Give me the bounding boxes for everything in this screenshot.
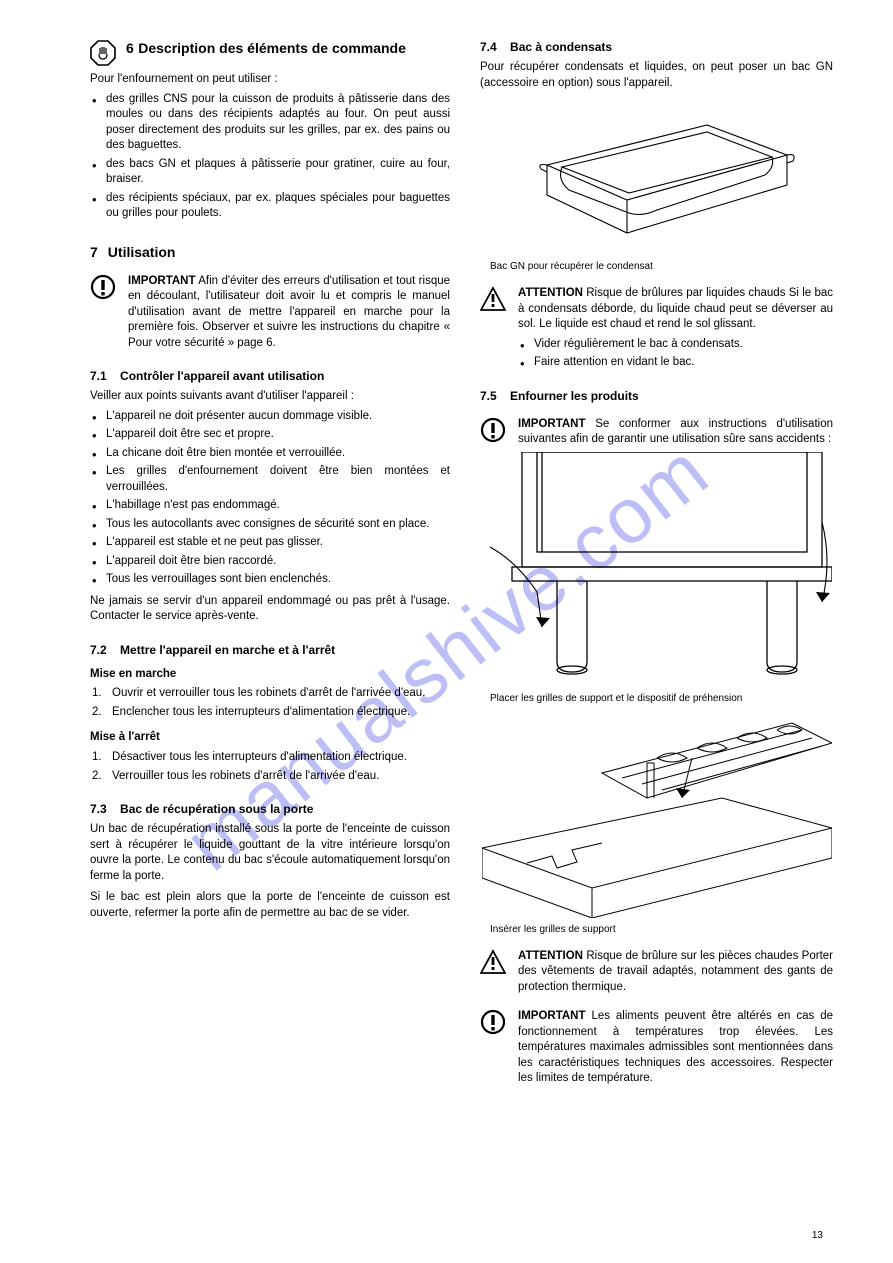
stop-hand-icon [90, 40, 116, 66]
list-item: L'appareil est stable et ne peut pas gli… [90, 535, 450, 551]
oven-legs-caption: Placer les grilles de support et le disp… [490, 693, 833, 704]
important-lead: IMPORTANT [518, 418, 586, 430]
section-7-number: 7 [90, 244, 98, 260]
rack-insert-figure [482, 708, 832, 918]
section-6-intro: Pour l'enfournement on peut utiliser : [90, 72, 450, 88]
important-block-7: IMPORTANT Afin d'éviter des erreurs d'ut… [90, 274, 450, 352]
tray-caption: Bac GN pour récupérer le condensat [490, 261, 833, 272]
sub-7-2-head: 7.2 Mettre l'appareil en marche et à l'a… [90, 643, 450, 657]
tray-figure [507, 95, 807, 255]
important-circle-icon [480, 1009, 506, 1035]
sub-7-4-head: 7.4 Bac à condensats [480, 40, 833, 54]
important-7-5-b: IMPORTANT Les aliments peuvent être alté… [480, 1009, 833, 1087]
section-7-head: 7 Utilisation [90, 244, 450, 260]
important-7-5-text: IMPORTANT Se conformer aux instructions … [518, 417, 833, 448]
attention-7-5: ATTENTION Risque de brûlure sur les pièc… [480, 949, 833, 996]
important-lead: IMPORTANT [518, 1010, 586, 1022]
list-item: Tous les verrouillages sont bien enclenc… [90, 572, 450, 588]
sub-7-2-num: 7.2 [90, 643, 107, 657]
list-item: L'appareil ne doit présenter aucun domma… [90, 409, 450, 425]
two-column-layout: 6 Description des éléments de commande P… [90, 40, 833, 1087]
list-item: La chicane doit être bien montée et verr… [90, 446, 450, 462]
list-item: L'appareil doit être bien raccordé. [90, 554, 450, 570]
attention-7-5-text: ATTENTION Risque de brûlure sur les pièc… [518, 949, 833, 996]
important-lead: IMPORTANT [128, 275, 196, 287]
attention-lead: ATTENTION [518, 950, 583, 962]
list-item: L'habillage n'est pas endommagé. [90, 498, 450, 514]
sub-7-1-head: 7.1 Contrôler l'appareil avant utilisati… [90, 369, 450, 383]
list-item: Verrouiller tous les robinets d'arrêt de… [90, 769, 450, 785]
section-6-head: 6 Description des éléments de commande [90, 40, 450, 66]
sub-7-3-title: Bac de récupération sous la porte [120, 802, 313, 816]
sub-7-5-title: Enfourner les produits [510, 389, 639, 403]
attention-7-4-text: ATTENTION Risque de brûlures par liquide… [518, 286, 833, 333]
left-column: 6 Description des éléments de commande P… [90, 40, 450, 1087]
important-7-5: IMPORTANT Se conformer aux instructions … [480, 417, 833, 448]
sub-7-4-p: Pour récupérer condensats et liquides, o… [480, 60, 833, 91]
sub-7-3-p2: Si le bac est plein alors que la porte d… [90, 890, 450, 921]
list-item: Faire attention en vidant le bac. [518, 355, 833, 371]
off-steps: Désactiver tous les interrupteurs d'alim… [90, 750, 450, 784]
list-item: Tous les autocollants avec consignes de … [90, 517, 450, 533]
attention-7-4-list: Vider régulièrement le bac à condensats.… [518, 337, 833, 371]
list-item: des grilles CNS pour la cuisson de produ… [90, 92, 450, 154]
section-6-title: Description des éléments de commande [138, 40, 406, 56]
important-circle-icon [90, 274, 116, 300]
list-item: Vider régulièrement le bac à condensats. [518, 337, 833, 353]
section-7-title: Utilisation [108, 244, 176, 260]
list-item: des récipients spéciaux, par ex. plaques… [90, 191, 450, 222]
list-item: L'appareil doit être sec et propre. [90, 427, 450, 443]
list-item: Les grilles d'enfournement doivent être … [90, 464, 450, 495]
section-6-number: 6 [126, 40, 134, 56]
sub-7-1-intro: Veiller aux points suivants avant d'util… [90, 389, 450, 405]
list-item: Ouvrir et verrouiller tous les robinets … [90, 686, 450, 702]
rack-insert-caption: Insérer les grilles de support [490, 924, 833, 935]
sub-7-4-num: 7.4 [480, 40, 497, 54]
sub-7-1-list: L'appareil ne doit présenter aucun domma… [90, 409, 450, 588]
important-circle-icon [480, 417, 506, 443]
page: manualshive.com 6 Description des élémen… [0, 0, 893, 1263]
important-7-text: IMPORTANT Afin d'éviter des erreurs d'ut… [128, 274, 450, 352]
oven-legs-figure [482, 452, 832, 687]
sub-7-3-p1: Un bac de récupération installé sous la … [90, 822, 450, 884]
sub-7-1-title: Contrôler l'appareil avant utilisation [120, 369, 324, 383]
section-6-list: des grilles CNS pour la cuisson de produ… [90, 92, 450, 222]
list-item: des bacs GN et plaques à pâtisserie pour… [90, 157, 450, 188]
on-steps: Ouvrir et verrouiller tous les robinets … [90, 686, 450, 720]
warning-triangle-icon [480, 286, 506, 312]
sub-7-5-num: 7.5 [480, 389, 497, 403]
important-7-5-b-text: IMPORTANT Les aliments peuvent être alté… [518, 1009, 833, 1087]
right-column: 7.4 Bac à condensats Pour récupérer cond… [480, 40, 833, 1087]
sub-7-4-title: Bac à condensats [510, 40, 612, 54]
attention-lead: ATTENTION [518, 287, 583, 299]
on-head: Mise en marche [90, 667, 450, 683]
sub-7-3-num: 7.3 [90, 802, 107, 816]
list-item: Enclencher tous les interrupteurs d'alim… [90, 705, 450, 721]
sub-7-5-head: 7.5 Enfourner les produits [480, 389, 833, 403]
warning-triangle-icon [480, 949, 506, 975]
attention-7-4: ATTENTION Risque de brûlures par liquide… [480, 286, 833, 333]
page-number: 13 [812, 1230, 823, 1241]
off-head: Mise à l'arrêt [90, 730, 450, 746]
sub-7-1-outro: Ne jamais se servir d'un appareil endomm… [90, 594, 450, 625]
sub-7-2-title: Mettre l'appareil en marche et à l'arrêt [120, 643, 335, 657]
sub-7-3-head: 7.3 Bac de récupération sous la porte [90, 802, 450, 816]
list-item: Désactiver tous les interrupteurs d'alim… [90, 750, 450, 766]
sub-7-1-num: 7.1 [90, 369, 107, 383]
